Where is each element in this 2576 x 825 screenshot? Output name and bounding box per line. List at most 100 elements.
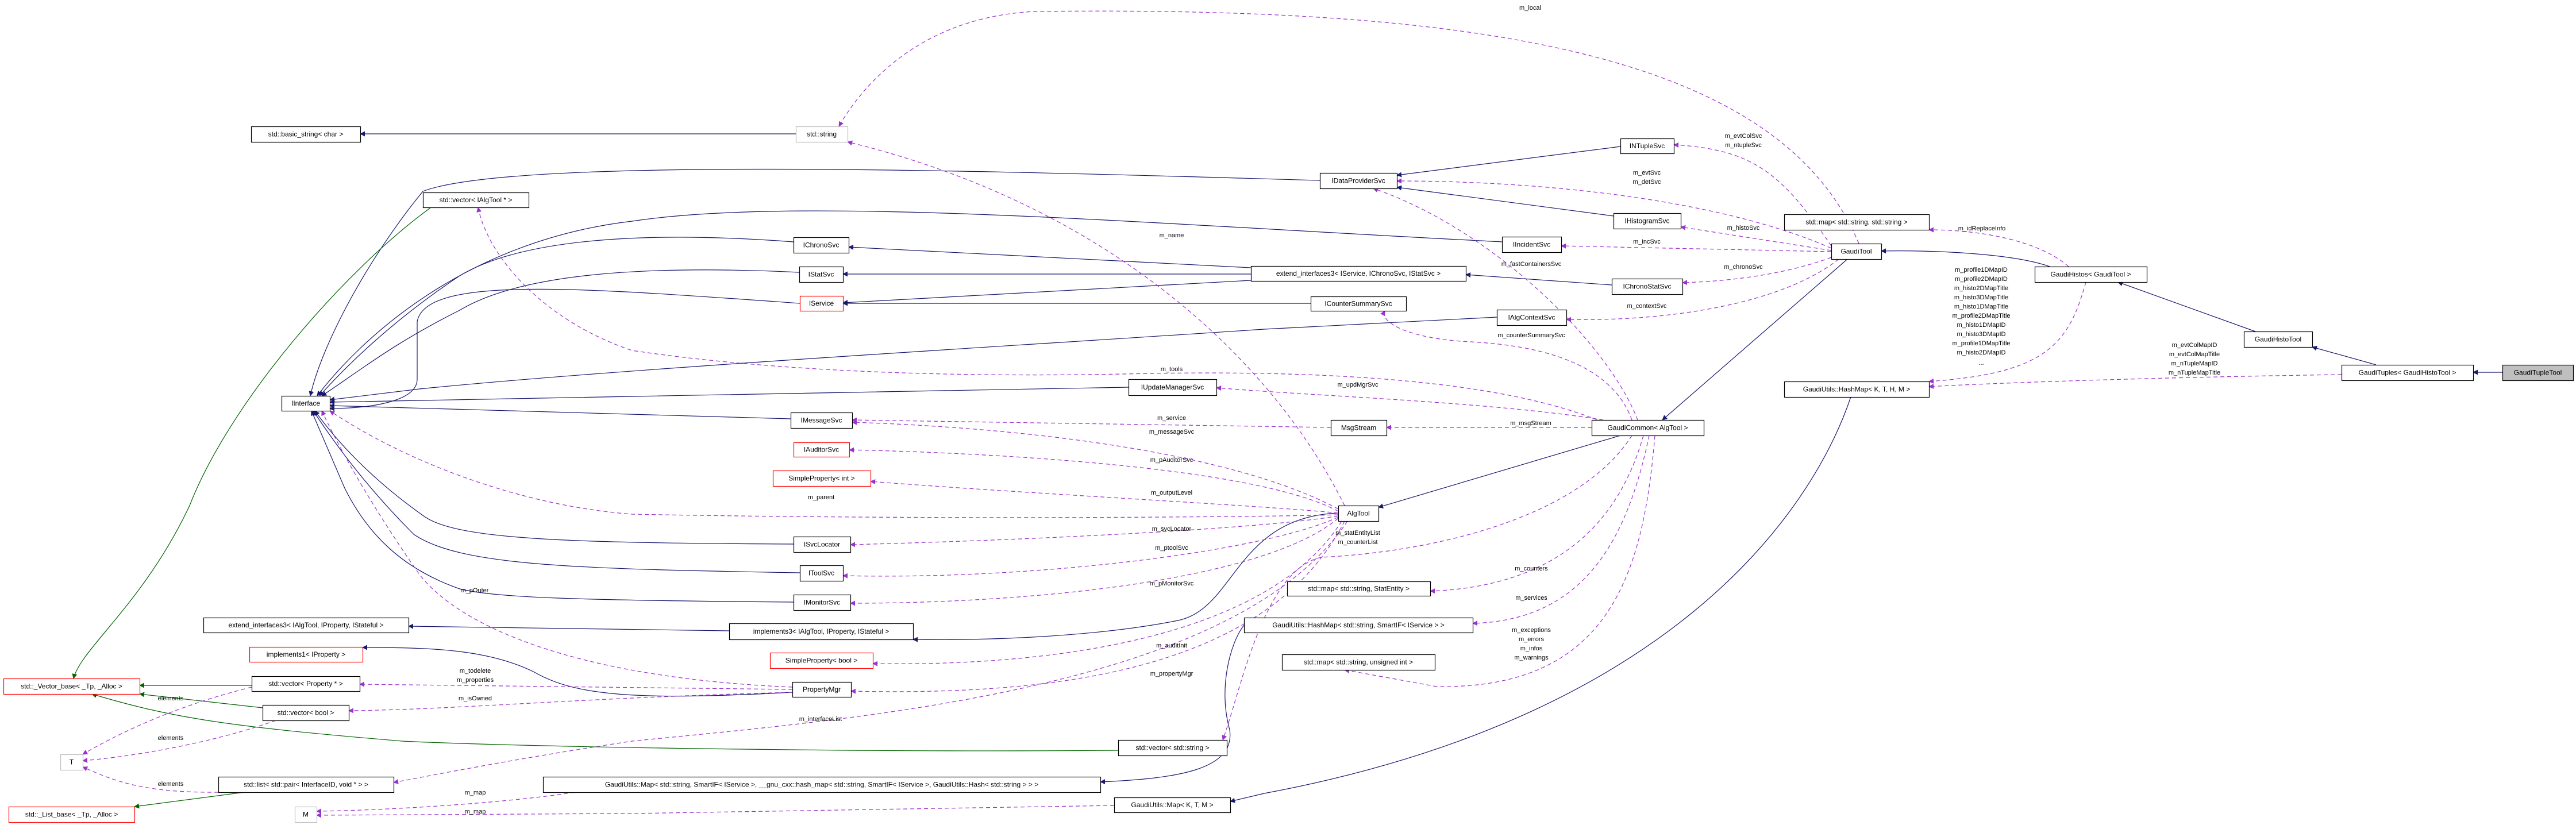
class-node-GaudiHistoTool[interactable]: GaudiHistoTool (2243, 331, 2313, 348)
class-node-M[interactable]: M (294, 806, 318, 823)
class-node-IToolSvc[interactable]: IToolSvc (799, 565, 844, 582)
class-node-list_base[interactable]: std::_List_base< _Tp, _Alloc > (8, 806, 136, 823)
class-node-SP_bool[interactable]: SimpleProperty< bool > (769, 652, 874, 669)
class-node-vector_base[interactable]: std::_Vector_base< _Tp, _Alloc > (3, 678, 141, 695)
edge-usage-GaudiTool-to-IAlgContextSvc (1566, 259, 1839, 322)
class-node-IIncidentSvc[interactable]: IIncidentSvc (1501, 236, 1562, 253)
class-node-AlgTool[interactable]: AlgTool (1338, 505, 1380, 522)
edge-usage-GaudiCommon-to-IDataProviderSvc (1373, 187, 1638, 421)
edge-label: m_profile2DMapID (1955, 276, 2008, 283)
nodes-layer: std::basic_string< char > std::stringstd:… (3, 126, 2574, 823)
edge-inheritance-implements3-to-ext_algtool (408, 623, 730, 631)
class-name: implements3< IAlgTool, IProperty, IState… (753, 627, 890, 635)
class-node-map_str_str[interactable]: std::map< std::string, std::string > (1784, 214, 1930, 231)
class-name: IToolSvc (808, 569, 834, 577)
class-name: GaudiUtils::Map< K, T, M > (1131, 801, 1213, 809)
class-node-GaudiTool[interactable]: GaudiTool (1831, 243, 1882, 260)
edge-label: elements (158, 781, 184, 788)
class-node-basic_string[interactable]: std::basic_string< char > (251, 126, 361, 143)
class-name: std::vector< Property * > (268, 680, 342, 688)
edge-inheritance-IDataProviderSvc-to-IInterface (309, 168, 1320, 396)
edge-label: m_histo1DMapTitle (1954, 303, 2008, 310)
class-box (799, 266, 844, 283)
class-node-vec_property[interactable]: std::vector< Property * > (251, 676, 361, 692)
edge-usage-GaudiCommon-to-vec_ialgtool (476, 207, 1598, 421)
edge-usage-GaudiCommon-to-map_str_uint (1344, 435, 1655, 687)
class-node-IHistogramSvc[interactable]: IHistogramSvc (1613, 213, 1682, 230)
edge-label: elements (158, 695, 184, 702)
class-node-IInterface[interactable]: IInterface (281, 395, 331, 412)
class-node-map_str_uint[interactable]: std::map< std::string, unsigned int > (1281, 654, 1436, 671)
class-node-list_pair[interactable]: std::list< std::pair< InterfaceID, void … (218, 776, 395, 793)
class-box (1338, 505, 1380, 522)
edge-label: m_ntupleSvc (1725, 142, 1762, 149)
class-node-IChronoStatSvc[interactable]: IChronoStatSvc (1611, 278, 1684, 295)
class-node-SP_int[interactable]: SimpleProperty< int > (772, 470, 872, 487)
class-node-IService[interactable]: IService (799, 295, 844, 312)
class-node-implements1[interactable]: implements1< IProperty > (249, 646, 364, 663)
class-node-vec_ialgtool[interactable]: std::vector< IAlgTool * > (422, 192, 530, 209)
class-box (799, 295, 844, 312)
class-node-IAuditorSvc[interactable]: IAuditorSvc (793, 442, 850, 458)
class-node-IDataProviderSvc[interactable]: IDataProviderSvc (1319, 172, 1398, 190)
class-node-ISvcLocator[interactable]: ISvcLocator (793, 536, 852, 553)
class-node-PropertyMgr[interactable]: PropertyMgr (792, 681, 852, 698)
class-node-vec_bool[interactable]: std::vector< bool > (262, 704, 350, 722)
class-node-Map_long[interactable]: GaudiUtils::Map< std::string, SmartIF< I… (542, 776, 1102, 793)
class-node-GaudiTuples[interactable]: GaudiTuples< GaudiHistoTool > (2341, 364, 2474, 381)
class-node-GaudiTupleTool[interactable]: GaudiTupleTool (2502, 364, 2574, 381)
class-node-GaudiHistos[interactable]: GaudiHistos< GaudiTool > (2034, 266, 2148, 283)
edge-inheritance-IAlgContextSvc-to-IInterface (329, 317, 1497, 402)
class-node-IAlgContextSvc[interactable]: IAlgContextSvc (1496, 309, 1568, 326)
class-box (1287, 581, 1431, 597)
edge-label: m_infos (1520, 645, 1543, 652)
edge-usage-Map_long-to-M (316, 792, 575, 814)
edge-label: m_updMgrSvc (1338, 381, 1379, 388)
class-name: GaudiUtils::HashMap< K, T, H, M > (1803, 385, 1911, 394)
class-name: IHistogramSvc (1624, 217, 1669, 225)
edge-label: m_histoSvc (1727, 225, 1760, 232)
class-node-ICounterSummarySvc[interactable]: ICounterSummarySvc (1310, 296, 1407, 312)
edge-label: m_exceptions (1512, 627, 1551, 634)
edge-usage-Map_KTM-to-M (316, 805, 1115, 818)
edge-label: m_interfaceList (799, 716, 842, 723)
class-box (729, 623, 914, 641)
class-node-IUpdateManagerSvc[interactable]: IUpdateManagerSvc (1128, 379, 1218, 396)
edge-label: m_counterList (1338, 539, 1377, 546)
class-node-ext_algtool[interactable]: extend_interfaces3< IAlgTool, IProperty,… (203, 617, 410, 634)
edge-label: m_profile2DMapTitle (1952, 313, 2010, 319)
class-name: GaudiCommon< AlgTool > (1607, 424, 1688, 432)
class-name: M (303, 811, 309, 819)
class-name: T (70, 758, 74, 766)
class-node-INTupleSvc[interactable]: INTupleSvc (1620, 138, 1675, 155)
class-node-HashMap_KTHM[interactable]: GaudiUtils::HashMap< K, T, H, M > (1784, 381, 1930, 398)
class-node-GaudiCommon[interactable]: GaudiCommon< AlgTool > (1591, 419, 1705, 437)
class-node-IMessageSvc[interactable]: IMessageSvc (790, 412, 853, 429)
class-box (422, 192, 530, 209)
class-node-Map_KTM[interactable]: GaudiUtils::Map< K, T, M > (1114, 797, 1231, 814)
class-node-MsgStream[interactable]: MsgStream (1330, 419, 1388, 437)
class-name: IInterface (291, 399, 320, 407)
edge-label: m_profile1DMapID (1955, 267, 2008, 273)
edge-template-vec_ialgtool-to-vector_base (72, 207, 432, 679)
class-box (218, 776, 395, 793)
class-name: PropertyMgr (803, 685, 841, 693)
class-node-std_string[interactable]: std::string (795, 126, 849, 143)
class-name: IMonitorSvc (804, 599, 840, 607)
class-node-HashMap_svc[interactable]: GaudiUtils::HashMap< std::string, SmartI… (1243, 617, 1474, 634)
class-node-IChronoSvc[interactable]: IChronoSvc (793, 237, 850, 254)
class-node-ext_svc[interactable]: extend_interfaces3< IService, IChronoSvc… (1250, 265, 1467, 282)
class-node-map_str_stat[interactable]: std::map< std::string, StatEntity > (1287, 581, 1431, 597)
class-node-IMonitorSvc[interactable]: IMonitorSvc (793, 594, 852, 611)
class-name: std::map< std::string, std::string > (1805, 218, 1907, 226)
edge-usage-vec_property-to-T (82, 687, 252, 755)
class-node-IStatSvc[interactable]: IStatSvc (799, 266, 844, 283)
class-box (1330, 419, 1388, 437)
edge-label: m_isOwned (459, 695, 492, 702)
class-name: std::basic_string< char > (268, 130, 344, 138)
class-node-implements3[interactable]: implements3< IAlgTool, IProperty, IState… (729, 623, 914, 641)
class-name: std::_List_base< _Tp, _Alloc > (25, 811, 118, 819)
class-node-T[interactable]: T (60, 754, 84, 771)
class-node-vec_string[interactable]: std::vector< std::string > (1118, 739, 1228, 757)
class-box (262, 704, 350, 722)
